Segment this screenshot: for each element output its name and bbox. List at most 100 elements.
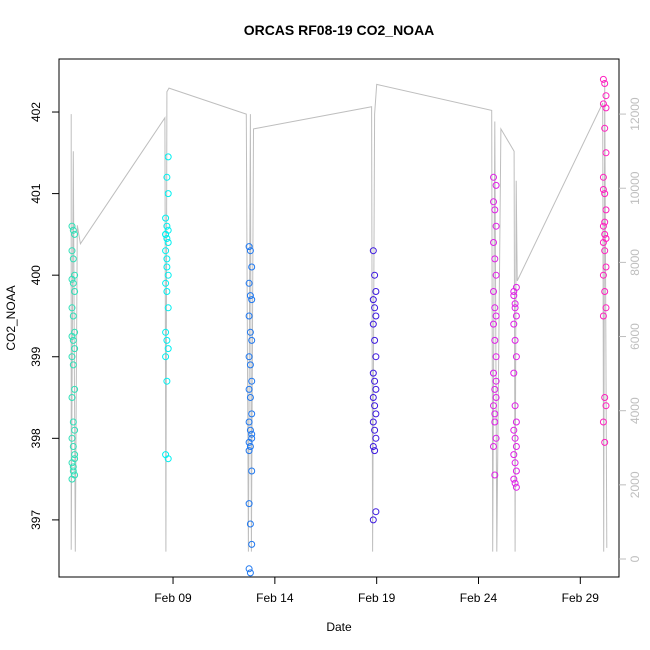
flight-series-feb-25: [510, 283, 520, 491]
y2-tick-label: 8000: [628, 249, 642, 276]
data-point: [371, 426, 379, 434]
data-point: [492, 312, 500, 320]
data-point: [372, 508, 380, 516]
data-point: [163, 288, 171, 295]
data-point: [248, 296, 256, 304]
data-point: [69, 443, 77, 450]
data-point: [248, 336, 256, 344]
data-point: [245, 353, 253, 361]
data-point: [511, 479, 519, 487]
data-point: [371, 447, 379, 455]
data-point: [602, 304, 610, 312]
x-tick-label: Feb 14: [256, 591, 294, 605]
data-point: [510, 475, 518, 483]
data-point: [69, 463, 77, 471]
secondary-y-axis: 0 2000 4000 6000 8000 10000 12000: [619, 97, 642, 562]
data-point: [248, 263, 256, 271]
data-point: [512, 467, 520, 475]
data-point: [245, 565, 253, 573]
data-point: [492, 394, 500, 401]
data-point: [245, 500, 253, 508]
data-point: [491, 304, 499, 312]
data-point: [68, 304, 76, 312]
x-axis: Feb 09 Feb 14 Feb 19 Feb 24 Feb 29: [154, 577, 599, 605]
data-point: [492, 353, 500, 361]
data-point: [601, 288, 609, 295]
y2-tick-label: 6000: [628, 323, 642, 350]
data-point: [490, 320, 497, 328]
data-point: [512, 353, 520, 361]
flight-series-feb-08: [162, 153, 172, 463]
data-point: [369, 394, 377, 401]
data-point: [512, 443, 520, 450]
y2-tick-label: 2000: [628, 471, 642, 498]
data-point: [163, 377, 171, 385]
data-point: [602, 402, 610, 410]
data-point: [371, 271, 379, 279]
data-point: [69, 361, 77, 369]
data-point: [599, 186, 607, 193]
chart-title: ORCAS RF08-19 CO2_NOAA: [244, 22, 435, 38]
data-point: [490, 369, 497, 377]
data-point: [162, 230, 170, 238]
data-point: [492, 181, 500, 189]
data-point: [601, 190, 609, 198]
data-point: [162, 279, 170, 287]
data-point: [69, 255, 77, 263]
points-layer: [68, 75, 610, 577]
data-point: [492, 434, 500, 442]
altitude-layer: [70, 80, 608, 552]
data-point: [162, 247, 170, 255]
data-point: [371, 402, 379, 410]
y2-tick-label: 4000: [628, 397, 642, 424]
data-point: [371, 304, 379, 312]
y2-tick-label: 12000: [628, 97, 642, 131]
flight-series-feb-29: [599, 75, 610, 446]
data-point: [246, 443, 254, 450]
data-point: [71, 288, 79, 295]
data-point: [248, 377, 256, 385]
x-axis-label: Date: [326, 620, 352, 634]
altitude-line: [70, 80, 608, 552]
y2-tick-label: 0: [628, 555, 642, 562]
data-point: [164, 271, 172, 279]
data-point: [369, 247, 377, 255]
data-point: [512, 418, 520, 426]
data-point: [71, 426, 79, 434]
data-point: [245, 418, 253, 426]
data-point: [248, 467, 256, 475]
data-point: [601, 124, 609, 132]
data-point: [511, 336, 519, 344]
data-point: [68, 434, 76, 442]
data-point: [369, 418, 377, 426]
data-point: [599, 312, 607, 320]
data-point: [164, 239, 172, 246]
data-point: [164, 304, 172, 312]
data-point: [371, 336, 379, 344]
data-point: [246, 247, 254, 255]
data-point: [369, 516, 377, 524]
data-point: [602, 92, 610, 100]
data-point: [601, 247, 609, 255]
data-point: [601, 394, 609, 401]
flight-series-feb-24: [490, 173, 500, 479]
data-point: [510, 369, 518, 377]
data-point: [69, 336, 77, 344]
data-point: [511, 402, 519, 410]
data-point: [599, 239, 607, 246]
data-point: [245, 279, 253, 287]
x-tick-label: Feb 29: [562, 591, 600, 605]
data-point: [491, 385, 499, 393]
flight-series-feb-13: [245, 243, 256, 577]
data-point: [246, 520, 254, 528]
y-tick-label: 398: [29, 428, 43, 448]
data-point: [163, 235, 171, 242]
data-point: [491, 471, 499, 479]
data-point: [601, 230, 609, 238]
data-point: [245, 447, 253, 455]
x-tick-label: Feb 19: [358, 591, 396, 605]
y-tick-label: 397: [29, 510, 43, 530]
flight-series-feb-18: [369, 247, 380, 524]
data-point: [71, 385, 79, 393]
data-point: [491, 255, 499, 263]
